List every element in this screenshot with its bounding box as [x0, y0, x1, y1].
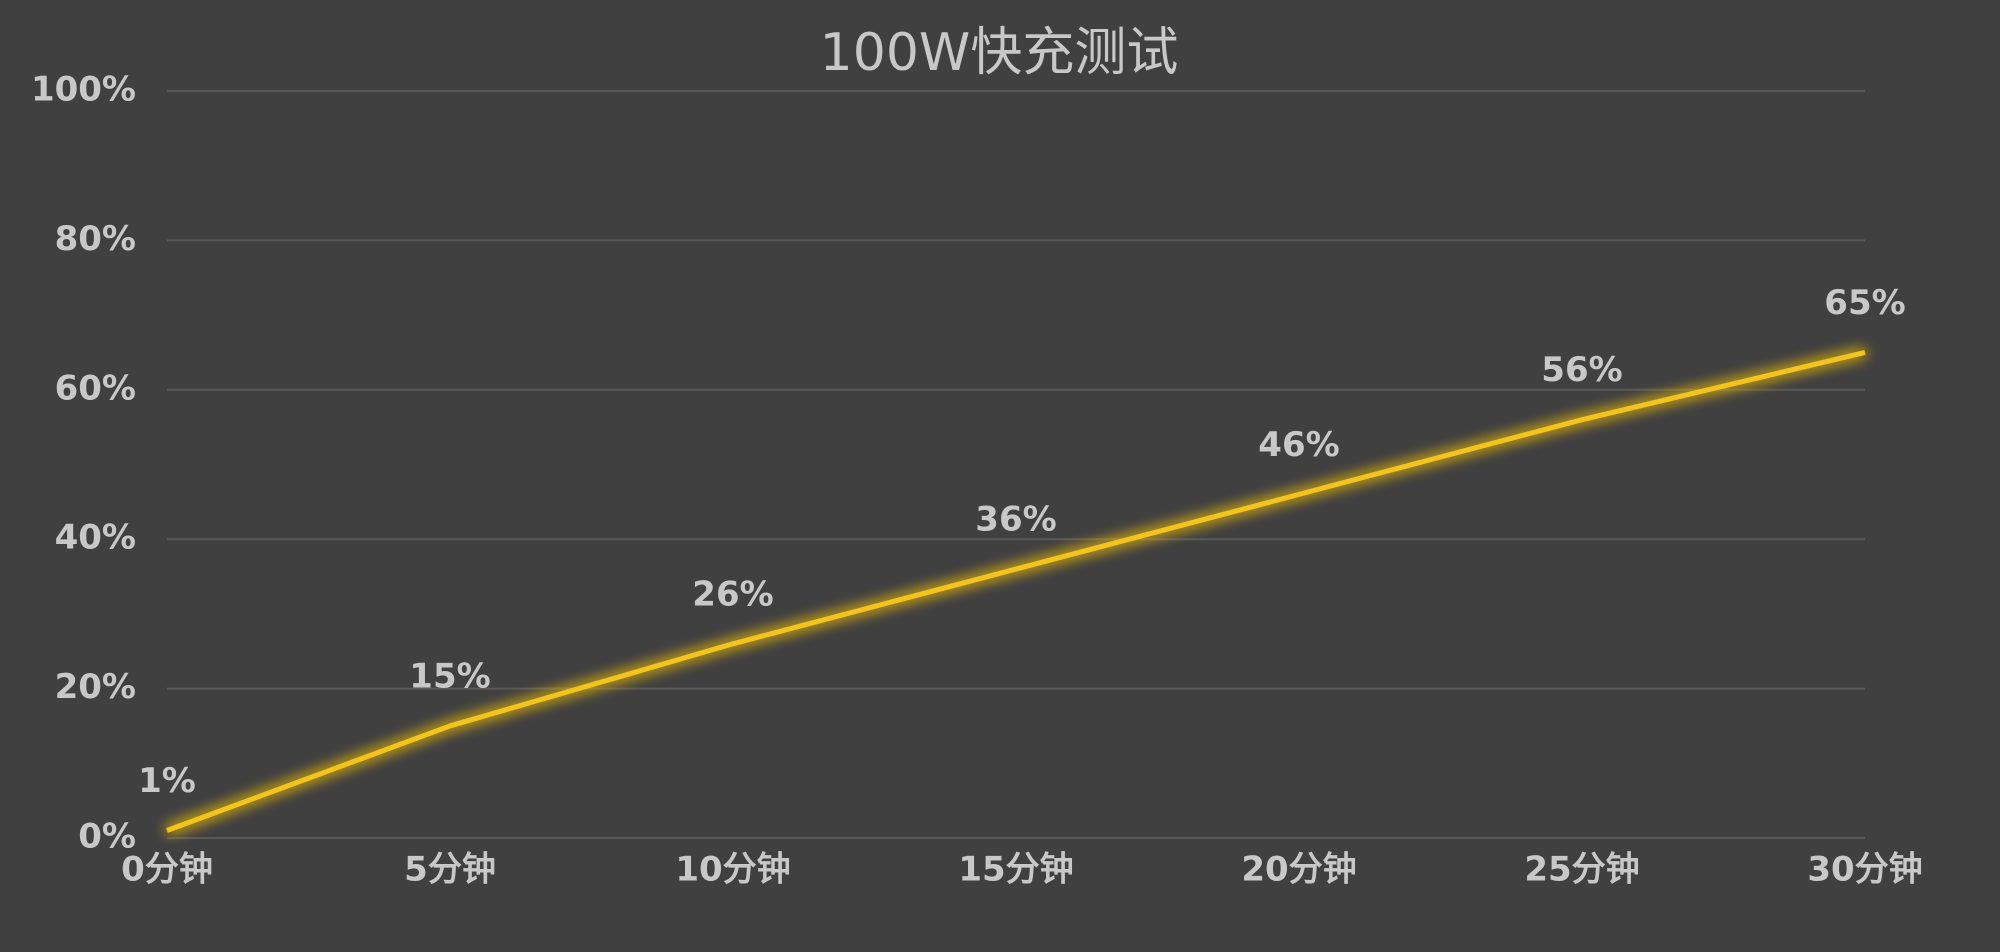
- y-tick-label: 40%: [55, 518, 136, 558]
- data-label: 46%: [1258, 425, 1339, 465]
- x-tick-label: 30分钟: [1807, 850, 1922, 890]
- data-label: 65%: [1824, 283, 1905, 323]
- data-label: 36%: [975, 500, 1056, 540]
- data-label: 1%: [138, 761, 196, 801]
- x-tick-label: 10分钟: [675, 850, 790, 890]
- x-tick-label: 20分钟: [1241, 850, 1356, 890]
- y-tick-label: 20%: [55, 667, 136, 707]
- y-tick-label: 100%: [31, 70, 136, 110]
- line: [166, 350, 1866, 833]
- y-tick-label: 80%: [55, 219, 136, 259]
- x-tick-label: 25分钟: [1524, 850, 1639, 890]
- data-label: 26%: [692, 574, 773, 614]
- y-tick-label: 0%: [78, 817, 136, 857]
- x-tick-label: 0分钟: [121, 850, 213, 890]
- data-label: 15%: [409, 656, 490, 696]
- y-tick-label: 60%: [55, 368, 136, 408]
- x-tick-label: 15分钟: [958, 850, 1073, 890]
- chart-title: 100W快充测试: [820, 23, 1179, 83]
- x-tick-label: 5分钟: [404, 850, 496, 890]
- data-label: 56%: [1541, 350, 1622, 390]
